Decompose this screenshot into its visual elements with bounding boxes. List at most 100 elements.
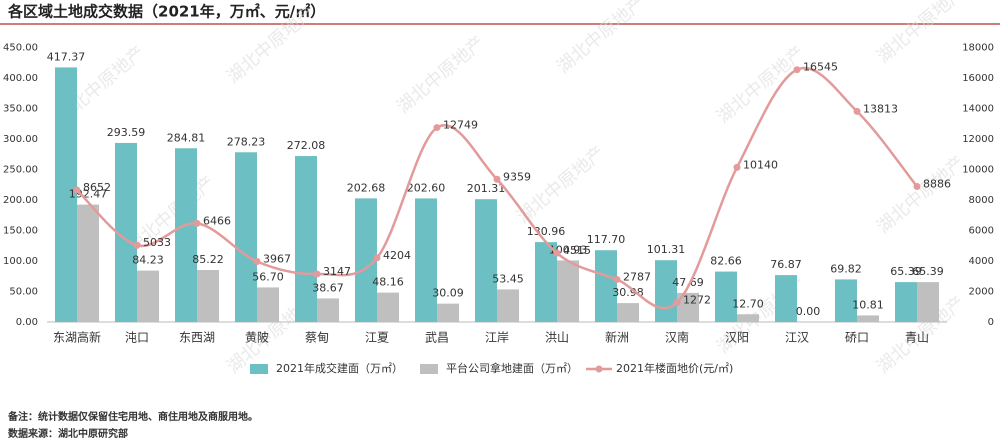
chart-title: 各区域土地成交数据（2021年，万㎡、元/㎡）: [7, 3, 325, 21]
line-marker: [613, 275, 621, 283]
x-tick-label: 江汉: [785, 331, 809, 345]
y2-tick-label: 2000: [969, 287, 994, 298]
x-tick-label: 硚口: [845, 331, 869, 345]
note: 数据来源：湖北中原研究部: [8, 427, 128, 440]
y2-tick-label: 0: [988, 317, 994, 328]
legend-swatch: [595, 365, 603, 373]
x-tick-label: 蔡甸: [305, 331, 329, 345]
value-label: 4204: [383, 249, 411, 262]
y-tick-label: 350.00: [3, 104, 38, 115]
value-label: 1272: [683, 294, 711, 307]
x-tick-label: 汉南: [665, 330, 689, 345]
bar: [835, 279, 857, 322]
value-label: 117.70: [587, 233, 626, 246]
x-tick-label: 江岸: [485, 331, 509, 345]
bar: [535, 242, 557, 322]
value-label: 69.82: [830, 262, 862, 275]
value-label: 12.70: [732, 297, 764, 310]
y-tick-label: 250.00: [3, 165, 38, 176]
line-marker: [133, 241, 141, 249]
x-tick-label: 东西湖: [179, 330, 215, 345]
bar: [895, 282, 917, 322]
y-tick-label: 450.00: [3, 43, 38, 54]
value-label: 53.45: [492, 272, 524, 285]
line-marker: [373, 254, 381, 262]
value-label: 2787: [623, 270, 651, 283]
value-label: 0.00: [796, 305, 821, 318]
x-tick-label: 洪山: [545, 331, 569, 345]
bar: [137, 270, 159, 322]
bar: [497, 289, 519, 322]
value-label: 65.39: [912, 265, 944, 278]
value-label: 84.23: [132, 254, 164, 267]
y2-tick-label: 8000: [969, 195, 994, 206]
bar: [655, 260, 677, 322]
y-tick-label: 150.00: [3, 226, 38, 237]
y-tick-label: 300.00: [3, 134, 38, 145]
line-marker: [793, 66, 801, 74]
value-label: 284.81: [167, 131, 206, 144]
x-tick-label: 沌口: [125, 331, 149, 345]
bar: [677, 292, 699, 322]
value-label: 293.59: [107, 126, 146, 139]
bar: [295, 156, 317, 322]
line-marker: [253, 258, 261, 266]
watermark: 湖北中原地产: [513, 142, 609, 228]
bar: [175, 148, 197, 322]
value-label: 3967: [263, 253, 291, 266]
value-label: 417.37: [47, 50, 86, 63]
y2-tick-label: 12000: [962, 134, 994, 145]
line-marker: [73, 186, 81, 194]
line-marker: [433, 124, 441, 132]
bar: [197, 270, 219, 322]
value-label: 30.09: [432, 287, 464, 300]
y2-tick-label: 4000: [969, 256, 994, 267]
bar: [595, 250, 617, 322]
value-label: 12749: [443, 119, 478, 132]
line-marker: [673, 299, 681, 307]
value-label: 16545: [803, 61, 838, 74]
bar: [55, 67, 77, 322]
value-label: 5033: [143, 236, 171, 249]
y2-tick-label: 16000: [962, 73, 994, 84]
value-label: 8652: [83, 181, 111, 194]
line-marker: [553, 249, 561, 257]
x-tick-label: 黄陂: [245, 330, 269, 345]
y-tick-label: 100.00: [3, 256, 38, 267]
line-marker: [853, 107, 861, 115]
watermark: 湖北中原地产: [553, 0, 649, 78]
x-tick-label: 新洲: [605, 330, 629, 345]
value-label: 3147: [323, 265, 351, 278]
bar: [235, 152, 257, 322]
legend-label: 2021年成交建面（万㎡）: [276, 361, 403, 375]
value-label: 10140: [743, 158, 778, 171]
value-label: 201.31: [467, 182, 506, 195]
value-label: 9359: [503, 170, 531, 183]
bar: [415, 198, 437, 322]
value-label: 101.31: [647, 243, 686, 256]
value-label: 4515: [563, 244, 591, 257]
legend-label: 2021年楼面地价(元/㎡): [616, 361, 733, 375]
y2-tick-label: 14000: [962, 104, 994, 115]
value-label: 278.23: [227, 135, 266, 148]
legend-swatch: [250, 364, 268, 374]
watermark: 湖北中原地产: [873, 152, 969, 238]
watermark: 湖北中原地产: [873, 0, 969, 68]
value-label: 56.70: [252, 270, 284, 283]
value-label: 30.98: [612, 286, 644, 299]
bar: [715, 271, 737, 322]
bar: [317, 298, 339, 322]
y2-tick-label: 10000: [962, 165, 994, 176]
bar: [355, 198, 377, 322]
value-label: 82.66: [710, 255, 742, 268]
bar: [917, 282, 939, 322]
value-label: 13813: [863, 102, 898, 115]
legend-swatch: [420, 364, 438, 374]
y2-tick-label: 6000: [969, 226, 994, 237]
note: 备注：统计数据仅保留住宅用地、商住用地及商服用地。: [7, 410, 258, 423]
bar: [775, 275, 797, 322]
x-tick-label: 东湖高新: [53, 330, 101, 345]
value-label: 8886: [923, 177, 951, 190]
value-label: 48.16: [372, 276, 404, 289]
